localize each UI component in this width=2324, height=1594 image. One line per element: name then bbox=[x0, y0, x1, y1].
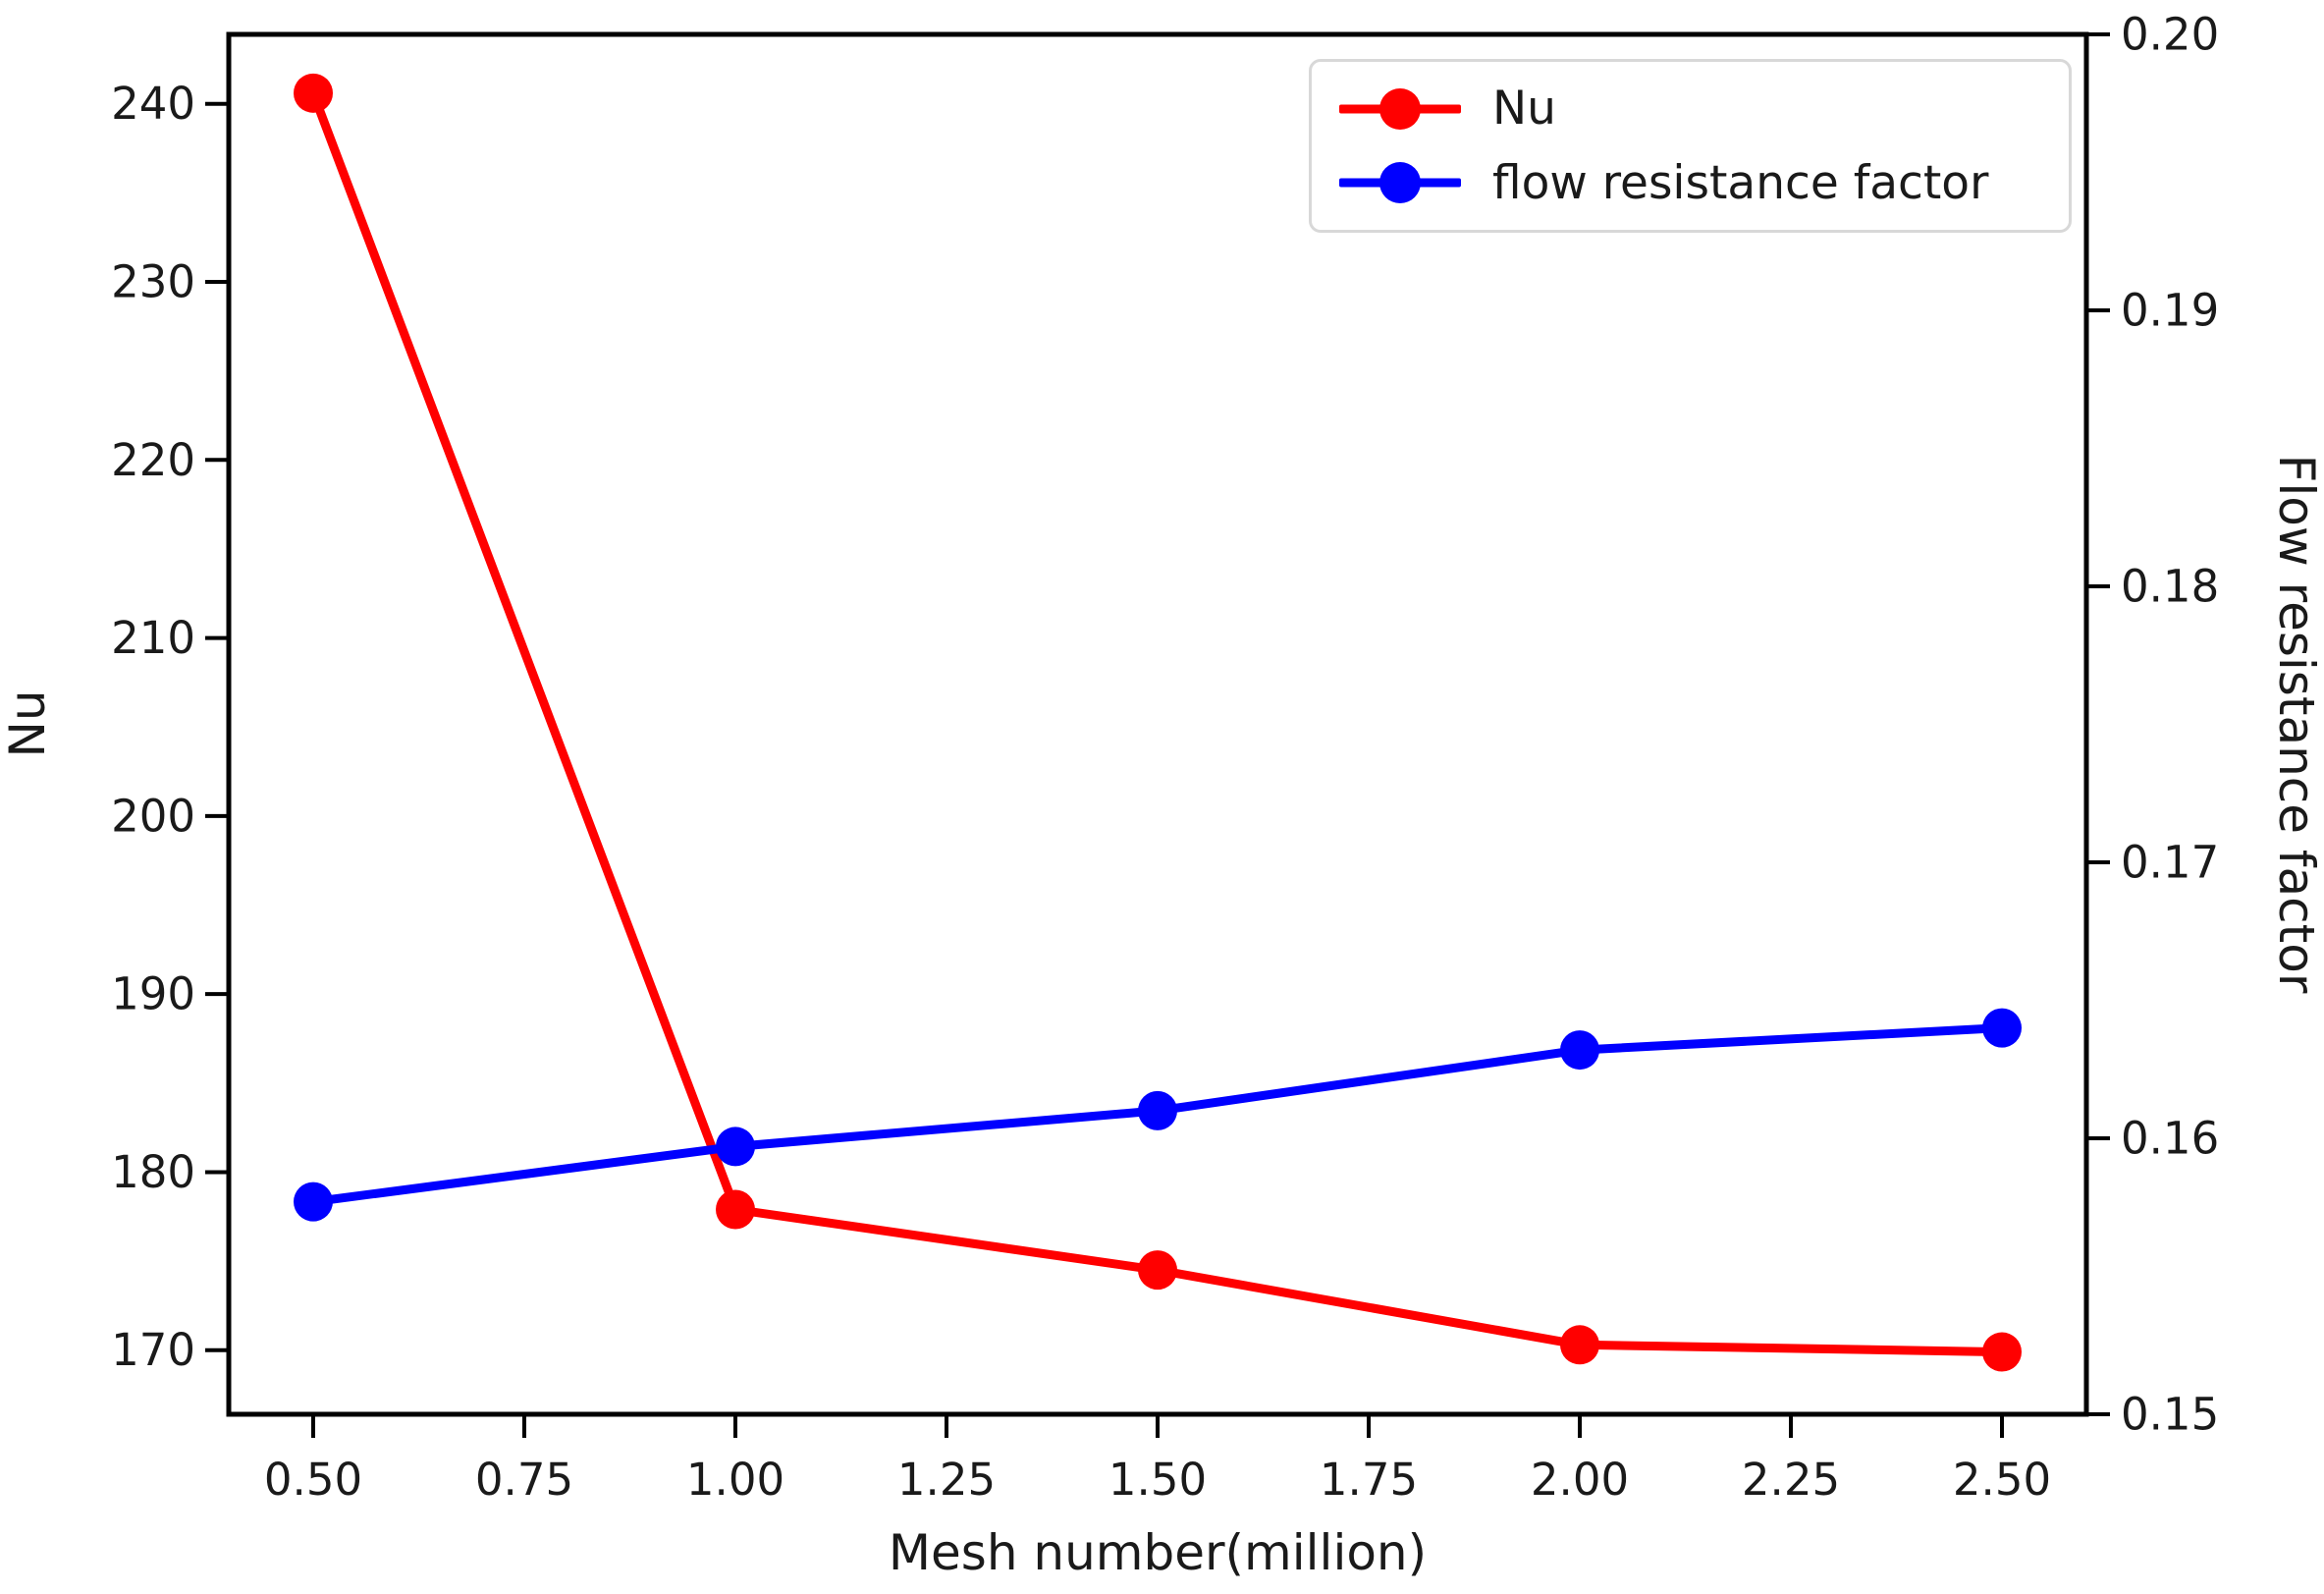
flow-resistance-marker bbox=[716, 1127, 755, 1167]
x-tick-label: 2.25 bbox=[1742, 1454, 1840, 1506]
flow-resistance-marker bbox=[1138, 1090, 1177, 1130]
y-tick-label-right: 0.20 bbox=[2121, 9, 2219, 61]
x-tick-label: 0.50 bbox=[264, 1454, 362, 1506]
data-series bbox=[294, 73, 2022, 1372]
y-tick-label-right: 0.17 bbox=[2121, 837, 2219, 889]
axis-ticks: 0.50 0.75 1.00 1.25 1.50 1.75 2.00 2.25 2.50 170 1… bbox=[111, 9, 2219, 1507]
x-axis-label: Mesh number(million) bbox=[889, 1524, 1427, 1581]
y-tick-label-left: 220 bbox=[111, 434, 195, 486]
y-tick-label-right: 0.16 bbox=[2121, 1113, 2219, 1165]
nu-marker bbox=[294, 73, 333, 113]
x-tick-label: 2.50 bbox=[1953, 1454, 2051, 1506]
nu-line bbox=[308, 91, 2003, 1357]
y-tick-label-left: 180 bbox=[111, 1146, 195, 1198]
y-tick-label-right: 0.19 bbox=[2121, 285, 2219, 337]
y-tick-label-right: 0.15 bbox=[2121, 1389, 2219, 1441]
y-tick-label-left: 200 bbox=[111, 790, 195, 842]
nu-marker bbox=[716, 1189, 755, 1230]
flow-resistance-marker bbox=[294, 1182, 333, 1222]
y-tick-label-left: 170 bbox=[111, 1324, 195, 1376]
y-tick-label-left: 240 bbox=[111, 78, 195, 130]
nu-marker bbox=[1138, 1250, 1177, 1291]
nu-marker bbox=[1560, 1325, 1599, 1365]
y-tick-label-left: 210 bbox=[111, 612, 195, 664]
legend-item-flow-resistance-factor: flow resistance factor bbox=[1339, 151, 2059, 214]
x-tick-label: 1.75 bbox=[1320, 1454, 1418, 1506]
y-tick-label-right: 0.18 bbox=[2121, 561, 2219, 613]
legend-dot-sample bbox=[1379, 87, 1421, 130]
y-axis-label-right: Flow resistance factor bbox=[2268, 455, 2324, 994]
y-axis-label-left: Nu bbox=[0, 689, 56, 757]
legend-label: Nu bbox=[1492, 82, 1556, 137]
legend-label: flow resistance factor bbox=[1492, 155, 1989, 210]
x-tick-label: 2.00 bbox=[1531, 1454, 1629, 1506]
nu-line-marker-icon bbox=[1339, 87, 1461, 131]
y-tick-label-left: 230 bbox=[111, 255, 195, 307]
flow-resistance-marker bbox=[1982, 1008, 2022, 1048]
legend: Nu flow resistance factor bbox=[1309, 59, 2072, 233]
legend-dot-sample bbox=[1379, 162, 1421, 204]
legend-item-nu: Nu bbox=[1339, 78, 2059, 140]
x-tick-label: 1.00 bbox=[686, 1454, 784, 1506]
x-tick-label: 0.75 bbox=[475, 1454, 573, 1506]
nu-marker bbox=[1982, 1332, 2022, 1372]
flow-resistance-line-marker-icon bbox=[1339, 161, 1461, 204]
x-tick-label: 1.50 bbox=[1108, 1454, 1207, 1506]
y-tick-label-left: 190 bbox=[111, 968, 195, 1020]
x-tick-label: 1.25 bbox=[897, 1454, 996, 1506]
flow-resistance-marker bbox=[1560, 1030, 1599, 1071]
plot-frame bbox=[226, 31, 2089, 1417]
